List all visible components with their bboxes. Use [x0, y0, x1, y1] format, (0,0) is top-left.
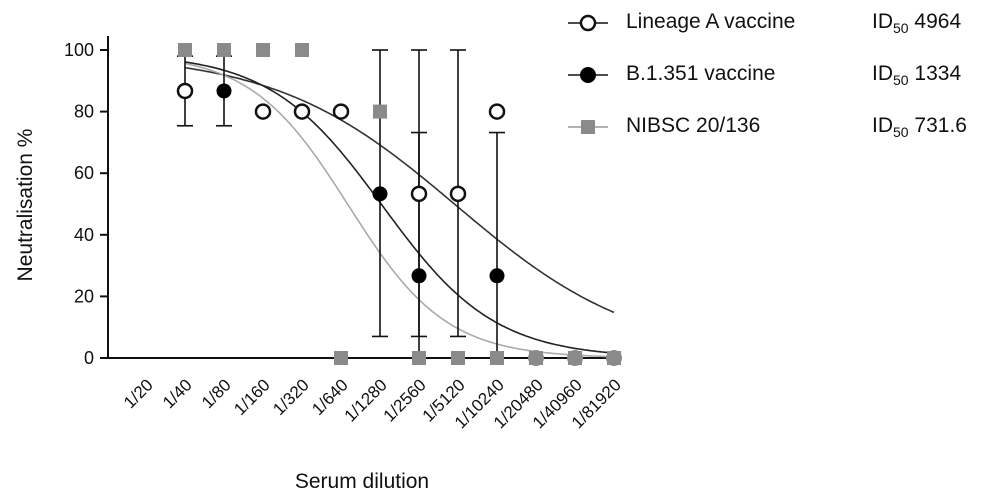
data-point-square	[451, 351, 465, 365]
fit-curves	[184, 61, 615, 358]
y-tick-label: 20	[74, 286, 94, 306]
data-point-filled-circle	[411, 268, 427, 284]
y-tick-label: 0	[84, 348, 94, 368]
data-markers	[176, 43, 622, 366]
data-point-open-circle	[410, 185, 428, 203]
x-tick-label: 1/80	[198, 375, 235, 412]
x-axis-label: Serum dilution	[295, 470, 429, 493]
open-circle-icon	[568, 14, 608, 32]
y-tick-label: 100	[64, 40, 94, 60]
data-point-open-circle	[449, 185, 467, 203]
data-point-filled-circle	[372, 186, 388, 202]
data-point-square	[412, 351, 426, 365]
y-tick-label: 80	[74, 102, 94, 122]
fit-curve	[184, 62, 615, 358]
data-point-filled-circle	[489, 268, 505, 284]
data-point-square	[490, 351, 504, 365]
data-point-overlap	[567, 350, 583, 366]
data-point-overlap	[528, 350, 544, 366]
data-point-open-circle	[332, 103, 350, 120]
filled-square-icon	[568, 120, 608, 134]
y-tick-label: 60	[74, 163, 94, 183]
x-tick-label: 1/320	[269, 375, 313, 419]
fit-curve	[184, 66, 615, 314]
legend-item-b1351: B.1.351 vaccine ID50 1334	[568, 60, 978, 112]
data-point-open-circle	[176, 82, 194, 100]
legend-item-nibsc: NIBSC 20/136 ID50 731.6	[568, 112, 978, 164]
data-point-square	[295, 43, 309, 57]
data-point-overlap	[606, 350, 622, 366]
x-tick-label: 1/1280	[341, 375, 391, 425]
data-point-square	[373, 104, 387, 119]
x-tick-label: 1/20	[120, 375, 157, 412]
y-tick-label: 40	[74, 225, 94, 245]
data-point-square	[334, 351, 348, 365]
legend-label: NIBSC 20/136	[626, 114, 761, 137]
data-point-square	[256, 43, 270, 57]
data-point-open-circle	[254, 103, 272, 120]
data-point-open-circle	[293, 103, 311, 120]
legend-item-lineage-a: Lineage A vaccine ID50 4964	[568, 8, 978, 60]
data-point-square	[217, 43, 231, 57]
x-tick-label: 1/2560	[380, 375, 430, 425]
filled-circle-icon	[568, 67, 608, 83]
id50-value: ID50 731.6	[872, 114, 967, 141]
data-point-open-circle	[488, 103, 506, 120]
fit-curve	[184, 61, 615, 354]
legend-label: B.1.351 vaccine	[626, 62, 776, 85]
legend-label: Lineage A vaccine	[626, 10, 796, 33]
x-tick-label: 1/160	[230, 375, 274, 419]
data-point-filled-circle	[216, 83, 232, 99]
data-point-square	[178, 43, 192, 57]
id50-value: ID50 4964	[872, 10, 962, 37]
legend: Lineage A vaccine ID50 4964 B.1.351 vacc…	[568, 8, 978, 164]
x-tick-label: 1/40	[159, 375, 196, 412]
id50-value: ID50 1334	[872, 62, 962, 89]
y-axis-label: Neutralisation %	[14, 129, 37, 282]
